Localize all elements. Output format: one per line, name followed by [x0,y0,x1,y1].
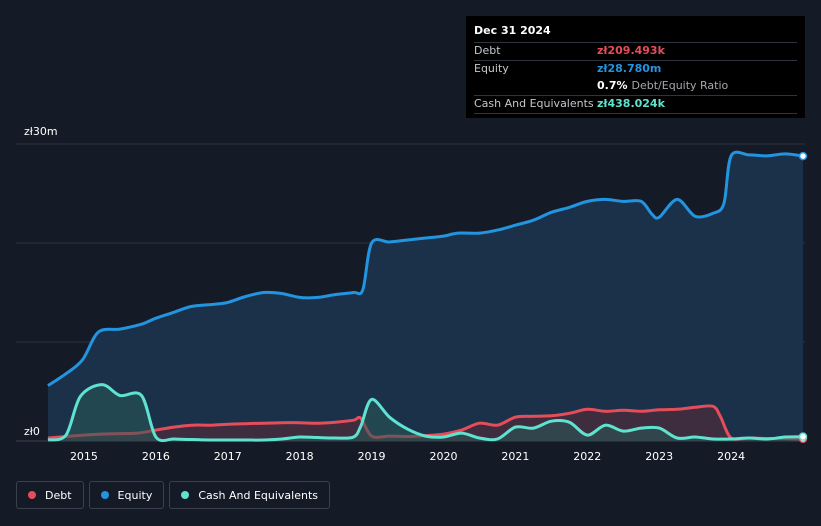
tooltip-date: Dec 31 2024 [474,24,551,37]
tooltip-row-ratio: 0.7% Debt/Equity Ratio [474,78,797,95]
tooltip-row-equity: Equity zł28.780m [474,60,797,78]
x-tick-2016: 2016 [141,450,170,463]
x-tick-2024: 2024 [717,450,746,463]
y-axis-zero-label: zł0 [24,425,40,438]
legend-cash-label: Cash And Equivalents [198,488,318,502]
debt-dot-icon [28,491,36,499]
legend: Debt Equity Cash And Equivalents [16,481,330,509]
x-tick-2015: 2015 [69,450,98,463]
x-tick-2020: 2020 [429,450,458,463]
legend-equity-label: Equity [117,488,153,502]
tooltip-cash-value: zł438.024k [597,97,665,110]
data-tooltip: Dec 31 2024 Debt zł209.493k Equity zł28.… [466,16,805,118]
tooltip-ratio-label: Debt/Equity Ratio [631,79,729,92]
cash-dot-icon [181,491,190,499]
tooltip-debt-value: zł209.493k [597,44,665,57]
legend-debt-label: Debt [45,488,72,502]
equity-line [47,150,804,387]
x-tick-2021: 2021 [501,450,530,463]
tooltip-ratio-value: 0.7% [597,79,628,92]
tooltip-row-cash: Cash And Equivalents zł438.024k [474,95,797,114]
x-tick-2019: 2019 [357,450,386,463]
cash-and-equivalents-line [47,383,804,443]
legend-item-debt[interactable]: Debt [16,481,84,509]
cash-and-equivalents-end-marker [798,432,808,441]
y-axis-top-label: zł30m [24,125,58,138]
tooltip-equity-value: zł28.780m [597,62,662,75]
equity-dot-icon [100,491,109,499]
legend-item-equity[interactable]: Equity [88,481,165,509]
series-layer [47,150,804,443]
equity-end-marker [798,151,808,161]
tooltip-equity-label: Equity [474,62,509,75]
end-markers [798,151,808,444]
legend-item-cash[interactable]: Cash And Equivalents [169,481,330,509]
cash-and-equivalents-area [48,384,803,441]
x-tick-2017: 2017 [213,450,242,463]
tooltip-debt-label: Debt [474,44,501,57]
x-tick-2023: 2023 [645,450,674,463]
tooltip-cash-label: Cash And Equivalents [474,97,594,110]
x-tick-2022: 2022 [573,450,602,463]
equity-area [48,152,803,441]
x-tick-2018: 2018 [285,450,314,463]
tooltip-row-debt: Debt zł209.493k [474,42,797,60]
